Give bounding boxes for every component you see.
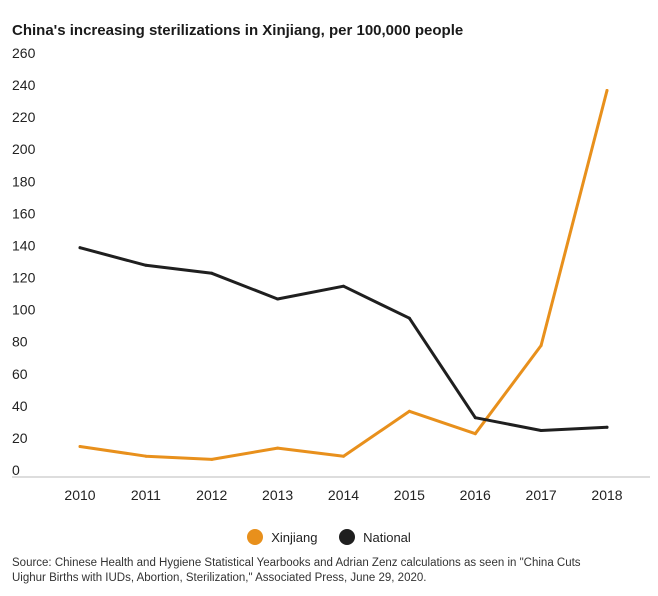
data-point-national bbox=[342, 284, 345, 288]
y-tick-label: 200 bbox=[12, 141, 36, 157]
data-point-national bbox=[407, 316, 411, 320]
legend-swatch-xinjiang bbox=[247, 529, 264, 545]
y-tick-label: 60 bbox=[12, 366, 28, 382]
data-point-xinjiang bbox=[342, 454, 345, 458]
y-tick-label: 120 bbox=[12, 270, 36, 286]
legend-label-xinjiang: Xinjiang bbox=[271, 529, 318, 545]
data-point-xinjiang bbox=[605, 89, 609, 92]
source-note: Source: Chinese Health and Hygiene Stati… bbox=[12, 556, 652, 586]
y-tick-label: 220 bbox=[12, 109, 36, 125]
data-point-xinjiang bbox=[276, 446, 280, 450]
data-point-xinjiang bbox=[210, 457, 214, 461]
data-point-national bbox=[78, 246, 82, 250]
x-axis-ticks: 2010 2011 2012 2013 2014 2015 2016 2017 2018 bbox=[64, 487, 622, 503]
x-tick-label: 2018 bbox=[591, 487, 622, 503]
x-tick-label: 2013 bbox=[262, 487, 293, 503]
legend: Xinjiang National bbox=[0, 529, 658, 548]
y-tick-label: 180 bbox=[12, 173, 36, 189]
x-tick-label: 2011 bbox=[131, 487, 161, 503]
y-tick-label: 40 bbox=[12, 398, 28, 414]
data-point-xinjiang bbox=[473, 432, 477, 436]
data-point-national bbox=[144, 263, 148, 267]
legend-item-xinjiang: Xinjiang bbox=[247, 529, 317, 545]
y-tick-label: 160 bbox=[12, 205, 36, 221]
y-tick-label: 240 bbox=[12, 77, 36, 93]
data-point-xinjiang bbox=[407, 409, 411, 413]
y-tick-label: 100 bbox=[12, 302, 36, 318]
data-point-national bbox=[605, 425, 609, 429]
x-tick-label: 2017 bbox=[526, 487, 557, 503]
source-line-1: Source: Chinese Health and Hygiene Stati… bbox=[12, 557, 581, 569]
data-point-national bbox=[276, 297, 280, 301]
data-point-national bbox=[473, 416, 477, 420]
data-point-national bbox=[539, 429, 543, 432]
series-line-xinjiang bbox=[78, 89, 609, 461]
x-tick-label: 2014 bbox=[328, 487, 359, 503]
series-line-national bbox=[78, 246, 609, 432]
legend-swatch-national bbox=[339, 529, 356, 545]
y-tick-label: 20 bbox=[12, 430, 28, 446]
data-point-xinjiang bbox=[144, 454, 148, 458]
data-point-national bbox=[210, 271, 214, 275]
chart-title: China's increasing sterilizations in Xin… bbox=[12, 22, 464, 39]
y-tick-label: 260 bbox=[12, 45, 36, 61]
x-tick-label: 2015 bbox=[394, 487, 425, 503]
data-point-xinjiang bbox=[78, 445, 82, 448]
legend-label-national: National bbox=[363, 529, 411, 545]
y-tick-label: 0 bbox=[12, 462, 20, 478]
x-tick-label: 2012 bbox=[196, 487, 227, 503]
y-tick-label: 140 bbox=[12, 237, 36, 253]
legend-item-national: National bbox=[339, 529, 411, 545]
series-lines bbox=[78, 89, 609, 461]
y-tick-label: 80 bbox=[12, 334, 28, 350]
x-tick-label: 2016 bbox=[460, 487, 491, 503]
data-point-xinjiang bbox=[539, 344, 543, 347]
y-axis-ticks: 0 20 40 60 80 100 120 140 160 180 200 220 240 260 bbox=[12, 45, 36, 478]
source-line-2: Uighur Births with IUDs, Abortion, Steri… bbox=[12, 572, 427, 584]
x-tick-label: 2010 bbox=[64, 487, 95, 503]
